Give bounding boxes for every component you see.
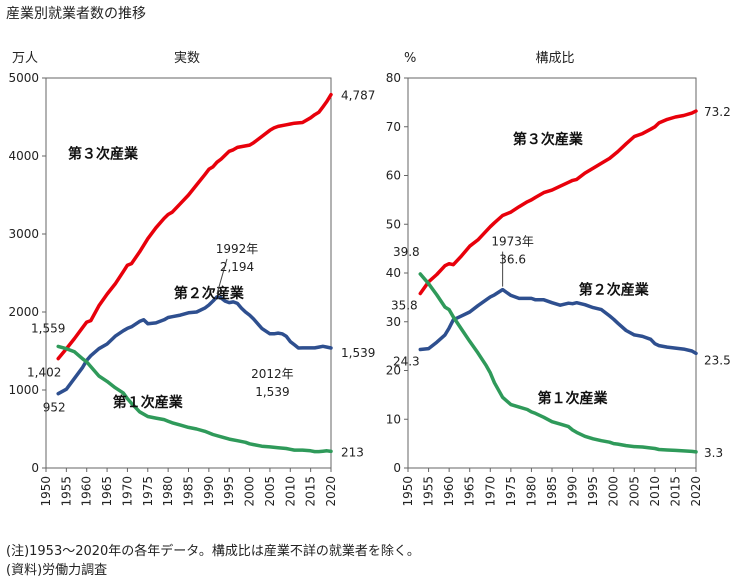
panel1-xtick-label: 1960 (80, 476, 94, 507)
panel1-xtick-label: 1955 (59, 476, 73, 507)
panel1-xtick-label: 1990 (202, 476, 216, 507)
panel1-ytick-label: 4000 (8, 149, 39, 163)
panel1-unit-label: 万人 (12, 51, 38, 66)
panel2-subtitle: 構成比 (535, 51, 574, 66)
panel1-peak-leader (216, 258, 228, 295)
notes: (注)1953〜2020年の各年データ。構成比は産業不詳の就業者を除く。 (資料… (6, 542, 420, 580)
panel2-ytick-label: 50 (386, 217, 401, 231)
panel2-ytick-label: 40 (386, 266, 401, 280)
panel1-end-label-secondary: 1,539 (341, 346, 375, 360)
panel2-ytick-label: 0 (393, 461, 401, 475)
panel2-xtick-label: 2015 (668, 476, 682, 507)
panel1-xtick-label: 2010 (283, 476, 297, 507)
panel1-xtick-label: 1975 (141, 476, 155, 507)
panel1-series-name-tertiary: 第３次産業 (68, 145, 139, 162)
panel1-series-line-secondary (56, 295, 333, 396)
panel2-xtick-label: 1965 (463, 476, 477, 507)
panel1-end-label-primary: 213 (341, 445, 364, 459)
panel1-peak-value: 2,194 (220, 260, 254, 274)
panel1-start-label-tertiary: 1,402 (27, 366, 61, 380)
panel1-series-line-tertiary (56, 92, 333, 361)
panel1-start-label-secondary: 952 (43, 401, 66, 415)
panel2-start-label-tertiary: 35.8 (391, 298, 418, 312)
panel1-ytick-label: 1000 (8, 383, 39, 397)
panel2-series-line-secondary (418, 287, 698, 356)
panel2-xtick-label: 1985 (545, 476, 559, 507)
panel2-start-label-primary: 39.8 (393, 245, 420, 259)
panel1-xtick-label: 2000 (243, 476, 257, 507)
panel1-xtick-label: 2005 (263, 476, 277, 507)
panel2-series-name-tertiary: 第３次産業 (513, 131, 584, 148)
panel2-xtick-label: 1975 (504, 476, 518, 507)
panel1-end-label-tertiary: 4,787 (341, 89, 375, 103)
source-text: (資料)労働力調査 (6, 563, 108, 578)
panel1-series-name-secondary: 第２次産業 (174, 285, 245, 302)
panel1-xtick-label: 1970 (120, 476, 134, 507)
panel1-series-line-primary (56, 344, 333, 454)
panel2-ytick-label: 80 (386, 71, 401, 85)
panel2-peak-year: 1973年 (491, 235, 534, 249)
panel2-series-name-secondary: 第２次産業 (579, 281, 650, 298)
panel2-xtick-label: 2010 (648, 476, 662, 507)
panel2-ytick-label: 10 (386, 412, 401, 426)
panel1-ytick-label: 0 (31, 461, 39, 475)
panel2-end-label-secondary: 23.5 (704, 353, 731, 367)
panel1-ytick-label: 5000 (8, 71, 39, 85)
panel1-xtick-label: 1985 (182, 476, 196, 507)
panel2-ytick-label: 70 (386, 120, 401, 134)
panel2-xtick-label: 2000 (607, 476, 621, 507)
panel2-ytick-label: 60 (386, 169, 401, 183)
panel1-low-year: 2012年 (251, 367, 294, 381)
panel1-xtick-label: 1995 (222, 476, 236, 507)
panel2-ytick-label: 30 (386, 315, 401, 329)
panel1-subtitle: 実数 (174, 50, 200, 66)
panel2-series-name-primary: 第１次産業 (538, 390, 609, 407)
panel2-xtick-label: 2005 (627, 476, 641, 507)
panel1-xtick-label: 2015 (304, 476, 318, 507)
panel1-peak-year: 1992年 (216, 242, 259, 256)
panel2-start-label-secondary: 24.3 (393, 355, 420, 369)
panel2-xtick-label: 1990 (566, 476, 580, 507)
panel2-series-line-primary (418, 272, 698, 454)
panel2-series-line-tertiary (418, 109, 698, 296)
panel2-peak-value: 36.6 (499, 253, 526, 267)
panel2-ytick-label: 20 (386, 364, 401, 378)
panel2-xtick-label: 1980 (524, 476, 538, 507)
panel1-ytick-label: 2000 (8, 305, 39, 319)
panel2-unit-label: % (404, 51, 416, 66)
panel2-xtick-label: 1955 (422, 476, 436, 507)
panel2-xtick-label: 1950 (401, 476, 415, 507)
panel1-xtick-label: 1950 (39, 476, 53, 507)
panel2-xtick-label: 2020 (689, 476, 703, 507)
panel2-xtick-label: 1960 (442, 476, 456, 507)
panel2-end-label-primary: 3.3 (704, 446, 723, 460)
note-text: (注)1953〜2020年の各年データ。構成比は産業不詳の就業者を除く。 (6, 544, 420, 559)
panel1-xtick-label: 2020 (324, 476, 338, 507)
panel1-xtick-label: 1965 (100, 476, 114, 507)
panel1-low-value: 1,539 (255, 385, 289, 399)
panel2-end-label-tertiary: 73.2 (704, 105, 731, 119)
page-title: 産業別就業者数の推移 (6, 6, 146, 22)
panel1-ytick-label: 3000 (8, 227, 39, 241)
panel2-xtick-label: 1995 (586, 476, 600, 507)
panel1-frame (45, 77, 332, 469)
panel2-xtick-label: 1970 (483, 476, 497, 507)
panel1-start-label-primary: 1,559 (31, 321, 65, 335)
panel1-series-name-primary: 第１次産業 (113, 394, 184, 411)
panel1-xtick-label: 1980 (161, 476, 175, 507)
